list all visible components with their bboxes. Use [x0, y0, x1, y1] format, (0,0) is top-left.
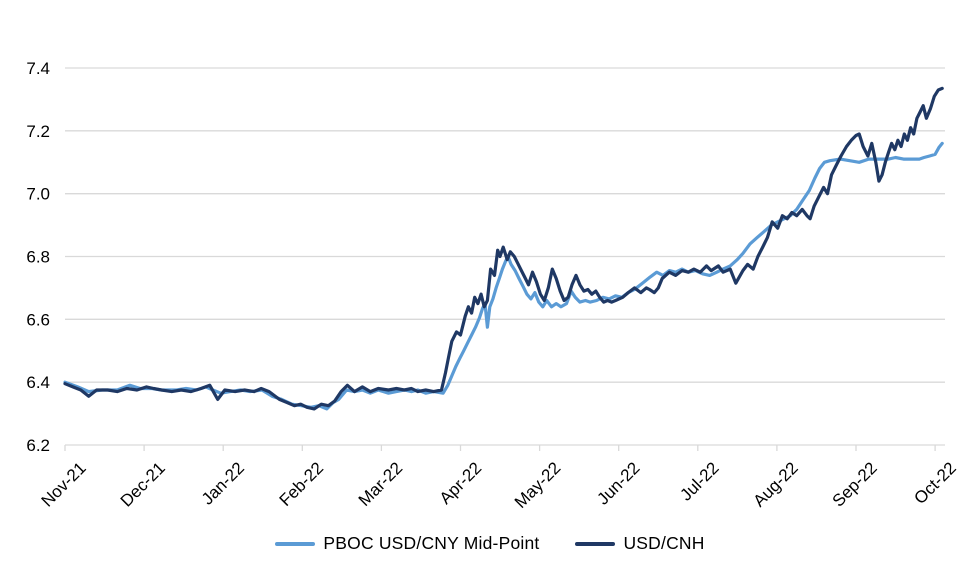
x-axis-tick-label: Apr-22 [436, 458, 486, 508]
y-axis-tick-label: 6.8 [26, 248, 50, 267]
pboc-legend-label: PBOC USD/CNY Mid-Point [323, 533, 540, 553]
x-axis-tick-label: Jul-22 [676, 458, 722, 504]
x-axis-tick-label: Mar-22 [355, 458, 407, 510]
series-line-pboc-mid-point [63, 141, 944, 411]
y-axis-tick-label: 7.0 [26, 185, 50, 204]
pboc-line-swatch [275, 541, 316, 546]
y-axis-tick-label: 6.6 [26, 310, 50, 329]
y-axis-tick-label: 6.4 [26, 373, 50, 392]
y-axis-tick-label: 7.4 [26, 59, 50, 78]
series-line-usd-cnh [63, 86, 944, 411]
y-axis-tick-label: 6.2 [26, 436, 50, 455]
legend-item-pboc: PBOC USD/CNY Mid-Point [275, 533, 539, 554]
x-axis-tick-label: May-22 [511, 458, 565, 512]
x-axis-tick-label: Aug-22 [750, 458, 802, 510]
chart-legend: PBOC USD/CNY Mid-Point USD/CNH [0, 533, 980, 554]
x-axis-tick-label: Nov-21 [38, 458, 90, 510]
legend-item-cnh: USD/CNH [575, 533, 704, 554]
cnh-legend-label: USD/CNH [623, 533, 705, 553]
x-axis-tick-label: Jun-22 [593, 458, 643, 508]
x-axis-tick-label: Jan-22 [198, 458, 248, 508]
cnh-line-swatch [575, 541, 616, 546]
x-axis-tick-label: Sep-22 [829, 458, 881, 510]
x-axis-tick-label: Oct-22 [910, 458, 960, 508]
x-axis-tick-label: Feb-22 [276, 458, 328, 510]
line-chart-svg: 6.2 6.4 6.6 6.8 7.0 7.2 7.4 Nov-21 Dec-21 Jan-22 F… [26, 59, 960, 512]
x-axis-tick-label: Dec-21 [117, 458, 169, 510]
y-axis-tick-label: 7.2 [26, 122, 50, 141]
